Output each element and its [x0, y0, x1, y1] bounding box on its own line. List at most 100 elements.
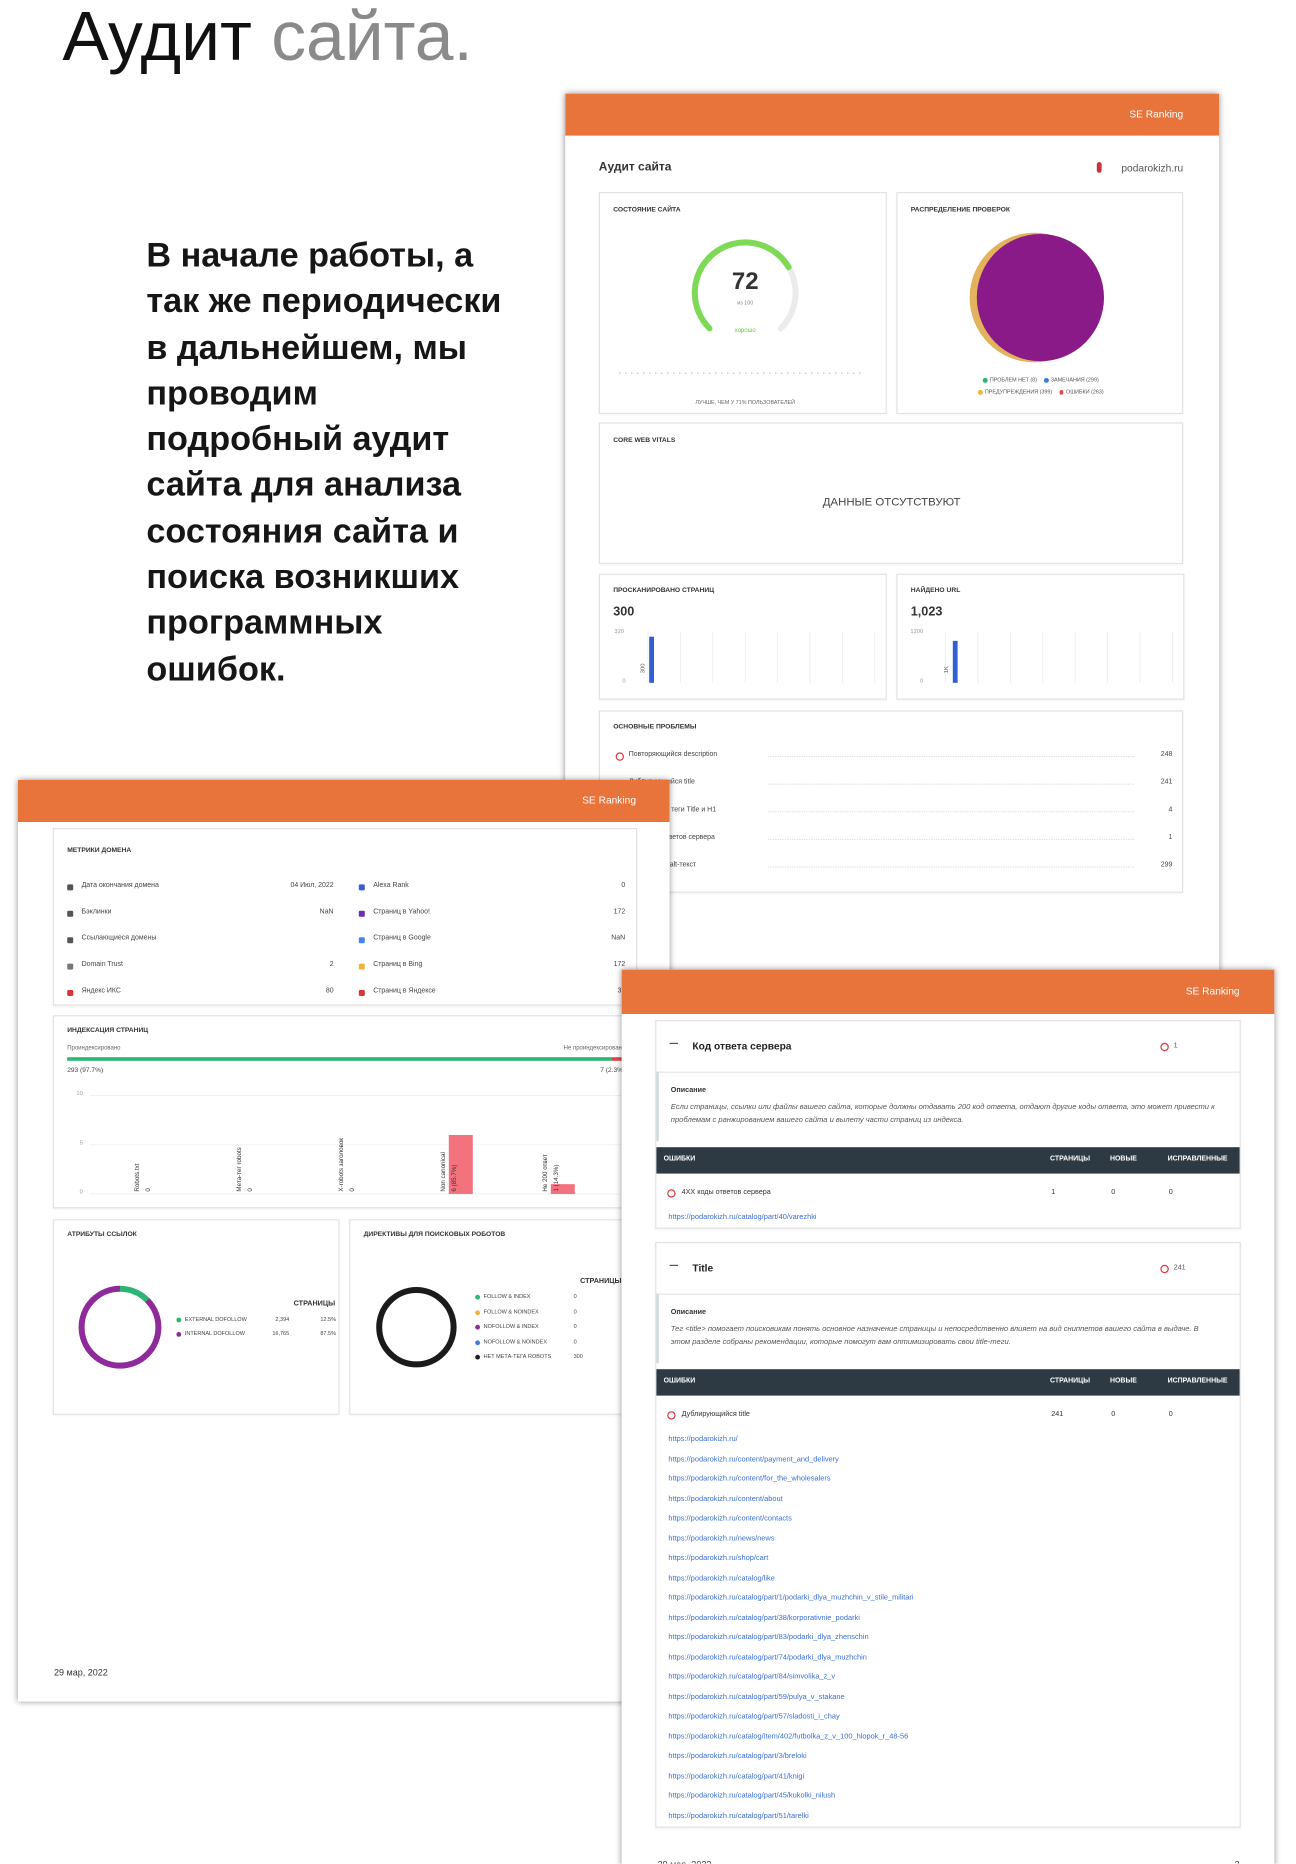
url-link[interactable]: https://podarokizh.ru/catalog/part/38/ko…	[668, 1613, 860, 1622]
error-new: 0	[1111, 1189, 1116, 1197]
description-label: Описание	[670, 1087, 707, 1095]
description-bar	[656, 1071, 659, 1142]
card-label: ПРОСКАНИРОВАНО СТРАНИЦ	[613, 587, 715, 595]
category-label: Мета-тег robots	[236, 1147, 244, 1192]
column-header: СТРАНИЦЫ	[293, 1300, 336, 1308]
legend-row: ПРЕДУПРЕЖДЕНИЯ (399) ОШИБКИ (263)	[898, 388, 1185, 398]
series-name: EXTERNAL DOFOLLOW	[184, 1316, 247, 1323]
url-link[interactable]: https://podarokizh.ru/content/contacts	[668, 1514, 792, 1523]
table-header	[656, 1369, 1240, 1396]
metric-name: Alexa Rank	[373, 882, 409, 890]
column-header: СТРАНИЦЫ	[1050, 1377, 1091, 1385]
y-tick-label: 5	[79, 1140, 83, 1147]
column-header: СТРАНИЦЫ	[1050, 1155, 1091, 1163]
url-link[interactable]: https://podarokizh.ru/catalog/like	[668, 1573, 775, 1583]
url-link[interactable]: https://podarokizh.ru/news/news	[668, 1534, 775, 1543]
brand: SE Ranking	[1185, 984, 1240, 997]
error-fixed: 0	[1168, 1411, 1173, 1419]
empty-state: ДАННЫЕ ОТСУТСТВУЮТ	[822, 495, 961, 510]
legend-item: ОШИБКИ (263)	[1059, 388, 1104, 398]
series-share: 87.5%	[320, 1330, 336, 1337]
metric-name: Бэклинки	[81, 908, 112, 916]
series-share: 12.5%	[320, 1316, 336, 1323]
error-icon	[615, 751, 624, 761]
axis-label: 320	[614, 629, 625, 636]
domain-icon	[1096, 162, 1102, 173]
metric-value: NaN	[611, 934, 626, 943]
directive-name: NOFOLLOW & INDEX	[483, 1323, 539, 1330]
metric-icon	[358, 989, 365, 996]
problem-name: 4XX коды ответов сервера	[628, 834, 715, 842]
y-tick-label: 0	[79, 1189, 83, 1196]
metric-name: Страниц в Яндексе	[373, 987, 436, 995]
url-link[interactable]: https://podarokizh.ru/content/about	[668, 1494, 783, 1503]
value-label: 6 (85.7%)	[451, 1164, 459, 1192]
column-header: ОШИБКИ	[663, 1377, 696, 1385]
url-link[interactable]: https://podarokizh.ru/catalog/part/3/bre…	[668, 1751, 807, 1761]
leader-line	[768, 783, 1134, 785]
metric-value: 80	[325, 987, 334, 995]
problem-count: 299	[1160, 861, 1173, 869]
donut	[376, 1287, 457, 1368]
metric-name: Страниц в Google	[373, 934, 431, 943]
legend-row: ПРОБЛЕМ НЕТ (8) ЗАМЕЧАНИЯ (299)	[898, 376, 1185, 386]
column-header: СТРАНИЦЫ	[580, 1278, 622, 1286]
page-number: 3	[1235, 1860, 1240, 1864]
metric-icon	[358, 936, 365, 943]
donut-segment	[78, 1285, 162, 1369]
directive-count: 300	[573, 1353, 583, 1360]
url-link[interactable]: https://podarokizh.ru/catalog/part/51/ta…	[668, 1811, 809, 1820]
graphic	[647, 631, 876, 683]
series-count: 2,394	[275, 1316, 290, 1323]
legend-item: ПРОБЛЕМ НЕТ (8)	[983, 376, 1037, 386]
y-tick-label: 10	[76, 1091, 83, 1098]
directive-name: НЕТ МЕТА-ТЕГА ROBOTS	[483, 1353, 552, 1360]
gauge-value	[691, 239, 792, 332]
url-link[interactable]: https://podarokizh.ru/catalog/part/83/po…	[668, 1633, 869, 1642]
counter-card: ПРОСКАНИРОВАНО СТРАНИЦ 300 320 0 300	[598, 573, 887, 700]
intro-line: программных	[146, 604, 383, 643]
url-link[interactable]: https://podarokizh.ru/catalog/part/45/ku…	[668, 1791, 836, 1800]
bar	[550, 1184, 575, 1194]
category-label: Non canonical	[440, 1152, 448, 1192]
url-link[interactable]: https://podarokizh.ru/catalog/part/74/po…	[668, 1652, 867, 1662]
brand: SE Ranking	[1129, 107, 1184, 120]
description: Тег <title> помогает поисковикам понять …	[670, 1324, 1199, 1347]
url-link[interactable]: https://podarokizh.ru/catalog/item/402/f…	[668, 1732, 909, 1741]
graphic	[78, 1285, 162, 1369]
directive-name: FOLLOW & NOINDEX	[483, 1308, 539, 1315]
column-header: ОШИБКИ	[663, 1155, 696, 1163]
indexing-card: ИНДЕКСАЦИЯ СТРАНИЦ Проиндексировано Не про…	[52, 1015, 638, 1209]
error-fixed: 0	[1168, 1189, 1173, 1197]
value-label: 0	[247, 1188, 255, 1192]
score: 72	[731, 268, 759, 296]
link-attributes-card: АТРИБУТЫ ССЫЛОК СТРАНИЦЫ EXTERNAL DOFOLLOW…	[52, 1219, 340, 1415]
counter-card: НАЙДЕНО URL 1,023 1200 0 1K	[896, 573, 1185, 700]
url-link[interactable]: https://podarokizh.ru/content/payment_an…	[668, 1454, 839, 1464]
bar	[952, 640, 958, 683]
problem-count: 241	[1160, 778, 1173, 787]
url-link[interactable]: https://podarokizh.ru/catalog/part/59/pu…	[668, 1692, 845, 1701]
url-link[interactable]: https://podarokizh.ru/catalog/part/40/va…	[668, 1213, 817, 1222]
url-link[interactable]: https://podarokizh.ru/catalog/part/84/si…	[668, 1672, 836, 1682]
url-link[interactable]: https://podarokizh.ru/catalog/part/57/sl…	[668, 1712, 840, 1721]
divider	[656, 1071, 1240, 1073]
graphic	[376, 1287, 457, 1368]
url-link[interactable]: https://podarokizh.ru/catalog/part/41/kn…	[668, 1771, 805, 1781]
intro-line: ошибок.	[146, 650, 286, 689]
url-link[interactable]: https://podarokizh.ru/content/for_the_wh…	[668, 1474, 831, 1484]
problem-count: 1	[1168, 834, 1173, 842]
section-title: Код ответа сервера	[692, 1040, 792, 1053]
legend-item: ПРЕДУПРЕЖДЕНИЯ (399)	[978, 388, 1052, 398]
url-link[interactable]: https://podarokizh.ru/	[668, 1435, 738, 1444]
legend-text: ОШИБКИ (263)	[1066, 388, 1104, 395]
intro-line: состояния сайта и	[146, 512, 459, 551]
page-header	[565, 93, 1220, 136]
section-badge: 241	[1173, 1264, 1186, 1272]
legend-dot	[475, 1309, 481, 1315]
url-link[interactable]: https://podarokizh.ru/shop/cart	[668, 1553, 769, 1563]
slide-title: Аудит сайта.	[62, 2, 472, 72]
url-link[interactable]: https://podarokizh.ru/catalog/part/1/pod…	[668, 1593, 914, 1602]
robots-card: ДИРЕКТИВЫ ДЛЯ ПОИСКОВЫХ РОБОТОВ СТРАНИЦЫ F…	[349, 1219, 638, 1415]
